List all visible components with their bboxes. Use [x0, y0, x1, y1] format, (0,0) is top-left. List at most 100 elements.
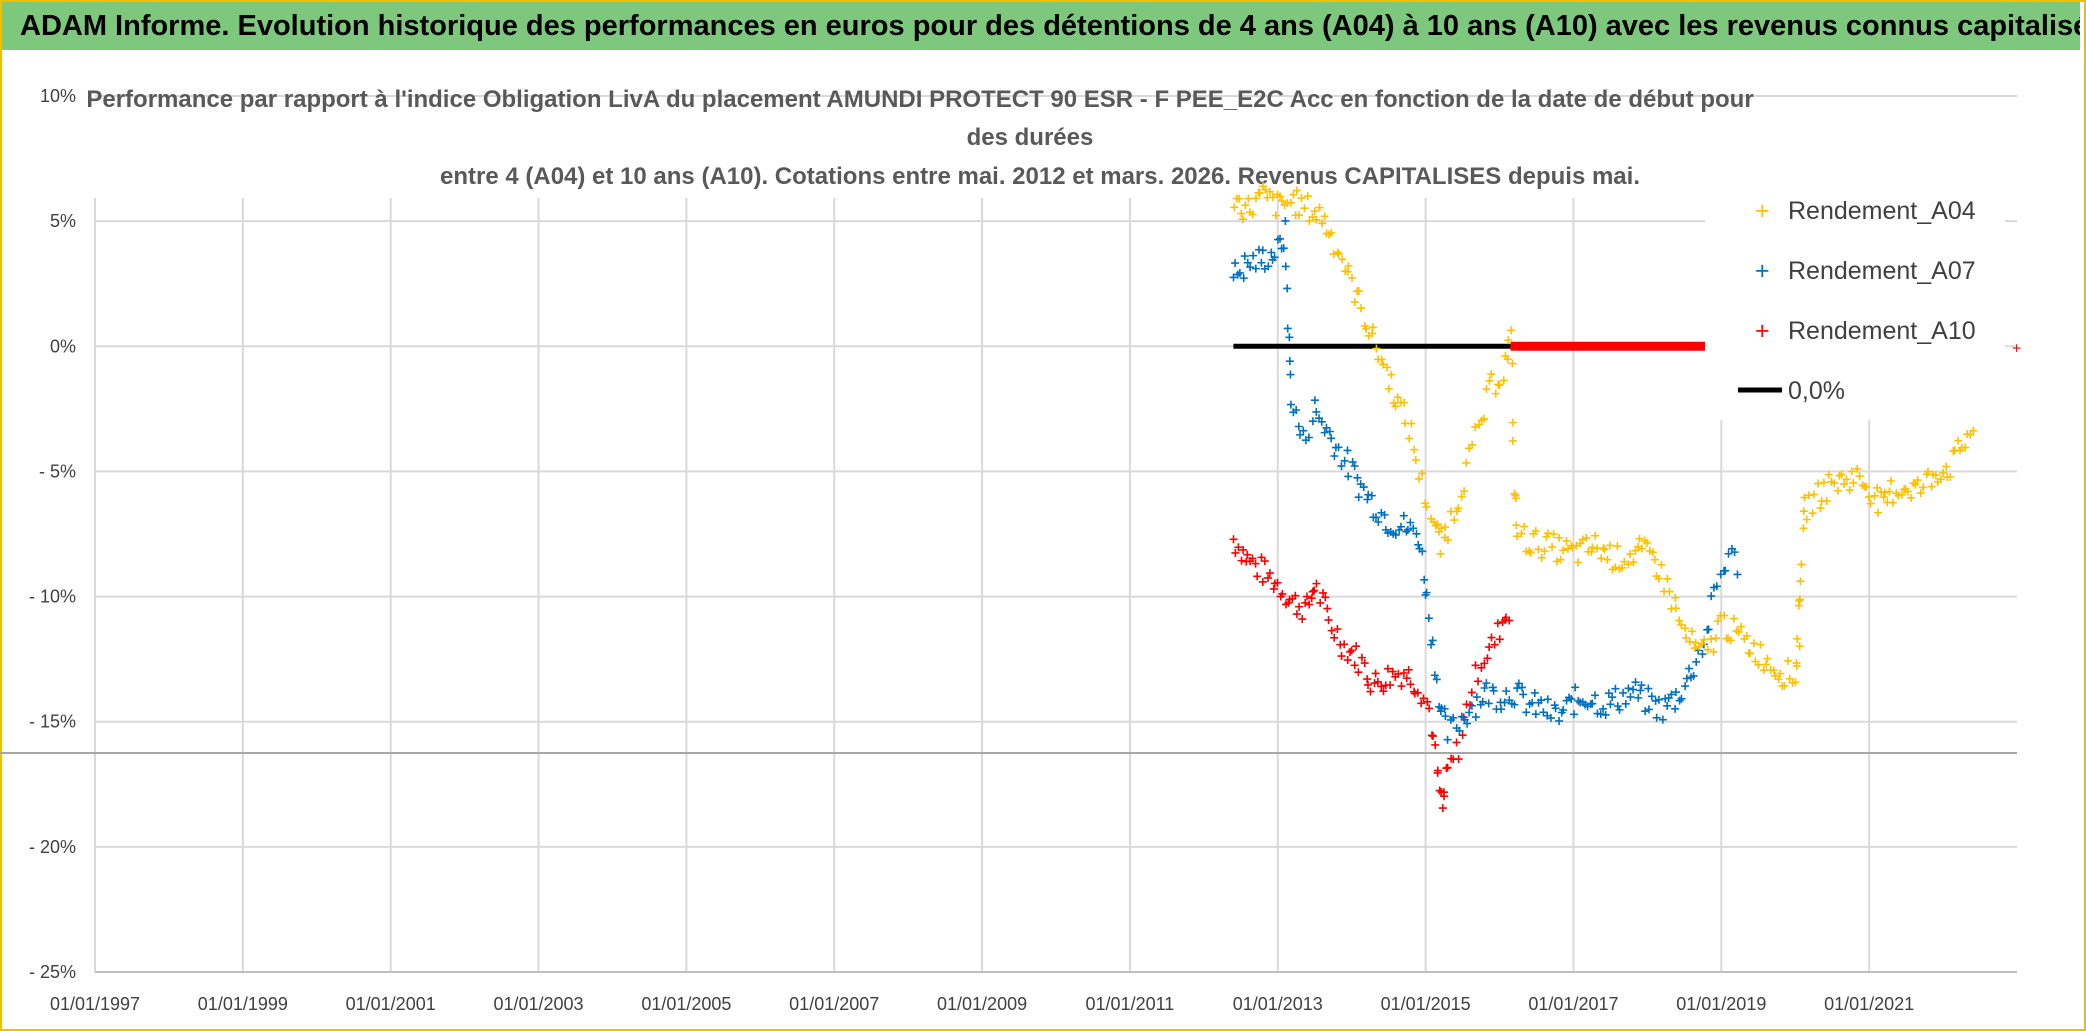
data-point [1269, 584, 1278, 593]
data-point [1334, 250, 1343, 259]
data-point [1497, 705, 1506, 714]
data-point [1270, 253, 1279, 262]
data-point [1432, 675, 1441, 684]
data-point [1502, 687, 1511, 696]
data-point [1961, 443, 1970, 452]
data-point [1556, 555, 1565, 564]
data-point [1966, 430, 1975, 439]
data-point [1537, 696, 1546, 705]
chart-title-line-2: des durées [967, 124, 1094, 151]
data-point [1478, 697, 1487, 706]
data-point [1239, 274, 1248, 283]
data-point [1713, 617, 1722, 626]
data-point [1749, 639, 1758, 648]
data-point [1362, 324, 1371, 333]
data-point [1400, 398, 1409, 407]
data-point [1858, 481, 1867, 490]
data-point [1457, 492, 1466, 501]
data-point [1800, 493, 1809, 502]
data-point [1286, 198, 1295, 207]
data-point [1264, 573, 1273, 582]
data-point [1647, 692, 1656, 701]
report-banner: ADAM Informe. Evolution historique des p… [2, 2, 2080, 50]
data-point [1637, 544, 1646, 553]
data-point [1911, 480, 1920, 489]
data-point [1281, 216, 1290, 225]
data-point [1338, 255, 1347, 264]
data-point [1350, 462, 1359, 471]
data-point [1431, 521, 1440, 530]
data-point [1480, 659, 1489, 668]
data-point [1273, 578, 1282, 587]
data-point [1324, 616, 1333, 625]
data-point [1344, 262, 1353, 271]
data-point [1239, 545, 1248, 554]
data-point [1913, 476, 1922, 485]
y-tick-label: - 5% [39, 461, 76, 481]
data-point [1939, 468, 1948, 477]
data-point [1462, 458, 1471, 467]
data-point [1626, 550, 1635, 559]
data-point [1285, 357, 1294, 366]
data-point [1296, 430, 1305, 439]
data-point [1853, 464, 1862, 473]
data-point [1845, 486, 1854, 495]
data-point [1238, 215, 1247, 224]
data-point [1237, 209, 1246, 218]
data-point [1310, 207, 1319, 216]
data-point [1237, 556, 1246, 565]
data-point [1571, 683, 1580, 692]
data-point [1315, 203, 1324, 212]
data-point [1391, 402, 1400, 411]
data-point [1513, 532, 1522, 541]
data-point [1347, 646, 1356, 655]
data-point [1643, 538, 1652, 547]
data-point [1485, 643, 1494, 652]
data-point [1537, 553, 1546, 562]
data-point [1231, 259, 1240, 268]
data-point [1443, 763, 1452, 772]
data-point [1555, 533, 1564, 542]
data-point [1418, 469, 1427, 478]
data-point [1304, 433, 1313, 442]
data-point [1603, 555, 1612, 564]
data-point [1626, 692, 1635, 701]
data-point [1742, 631, 1751, 640]
data-point [1299, 426, 1308, 435]
data-point [1353, 473, 1362, 482]
data-point [1308, 587, 1317, 596]
data-point [1422, 502, 1431, 511]
data-point [1321, 593, 1330, 602]
data-point [1703, 645, 1712, 654]
data-point [1667, 690, 1676, 699]
data-point [1399, 668, 1408, 677]
data-point [1654, 574, 1663, 583]
data-point [1601, 710, 1610, 719]
data-point [1279, 244, 1288, 253]
data-point [1526, 548, 1535, 557]
data-point [1292, 186, 1301, 195]
data-point [1333, 248, 1342, 257]
data-point [1548, 542, 1557, 551]
data-point [1301, 598, 1310, 607]
data-point [1874, 508, 1883, 517]
data-point [1248, 554, 1257, 563]
data-point [1354, 493, 1363, 502]
data-point [1248, 210, 1257, 219]
data-point [1371, 669, 1380, 678]
data-point [1357, 304, 1365, 313]
data-point [1596, 710, 1605, 719]
data-point [1508, 418, 1517, 427]
legend-label-zero: 0,0% [1788, 377, 1845, 405]
data-point [1317, 417, 1326, 426]
data-point [1555, 716, 1564, 725]
data-point [1531, 710, 1540, 719]
data-point [1780, 682, 1789, 691]
data-point [1294, 211, 1303, 220]
data-point [1437, 524, 1446, 533]
data-point [1433, 766, 1442, 775]
data-point [1641, 707, 1650, 716]
data-point [1507, 326, 1516, 335]
data-point [1543, 695, 1552, 704]
data-point [1467, 688, 1476, 697]
